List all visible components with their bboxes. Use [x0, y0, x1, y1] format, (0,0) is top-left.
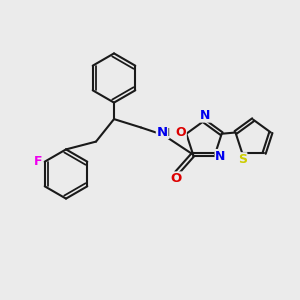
Text: H: H: [161, 128, 169, 139]
Text: O: O: [176, 126, 186, 139]
Text: S: S: [238, 153, 247, 166]
Text: N: N: [200, 109, 211, 122]
Text: N: N: [156, 125, 168, 139]
Text: O: O: [170, 172, 182, 185]
Text: N: N: [215, 149, 226, 163]
Text: F: F: [34, 155, 42, 168]
